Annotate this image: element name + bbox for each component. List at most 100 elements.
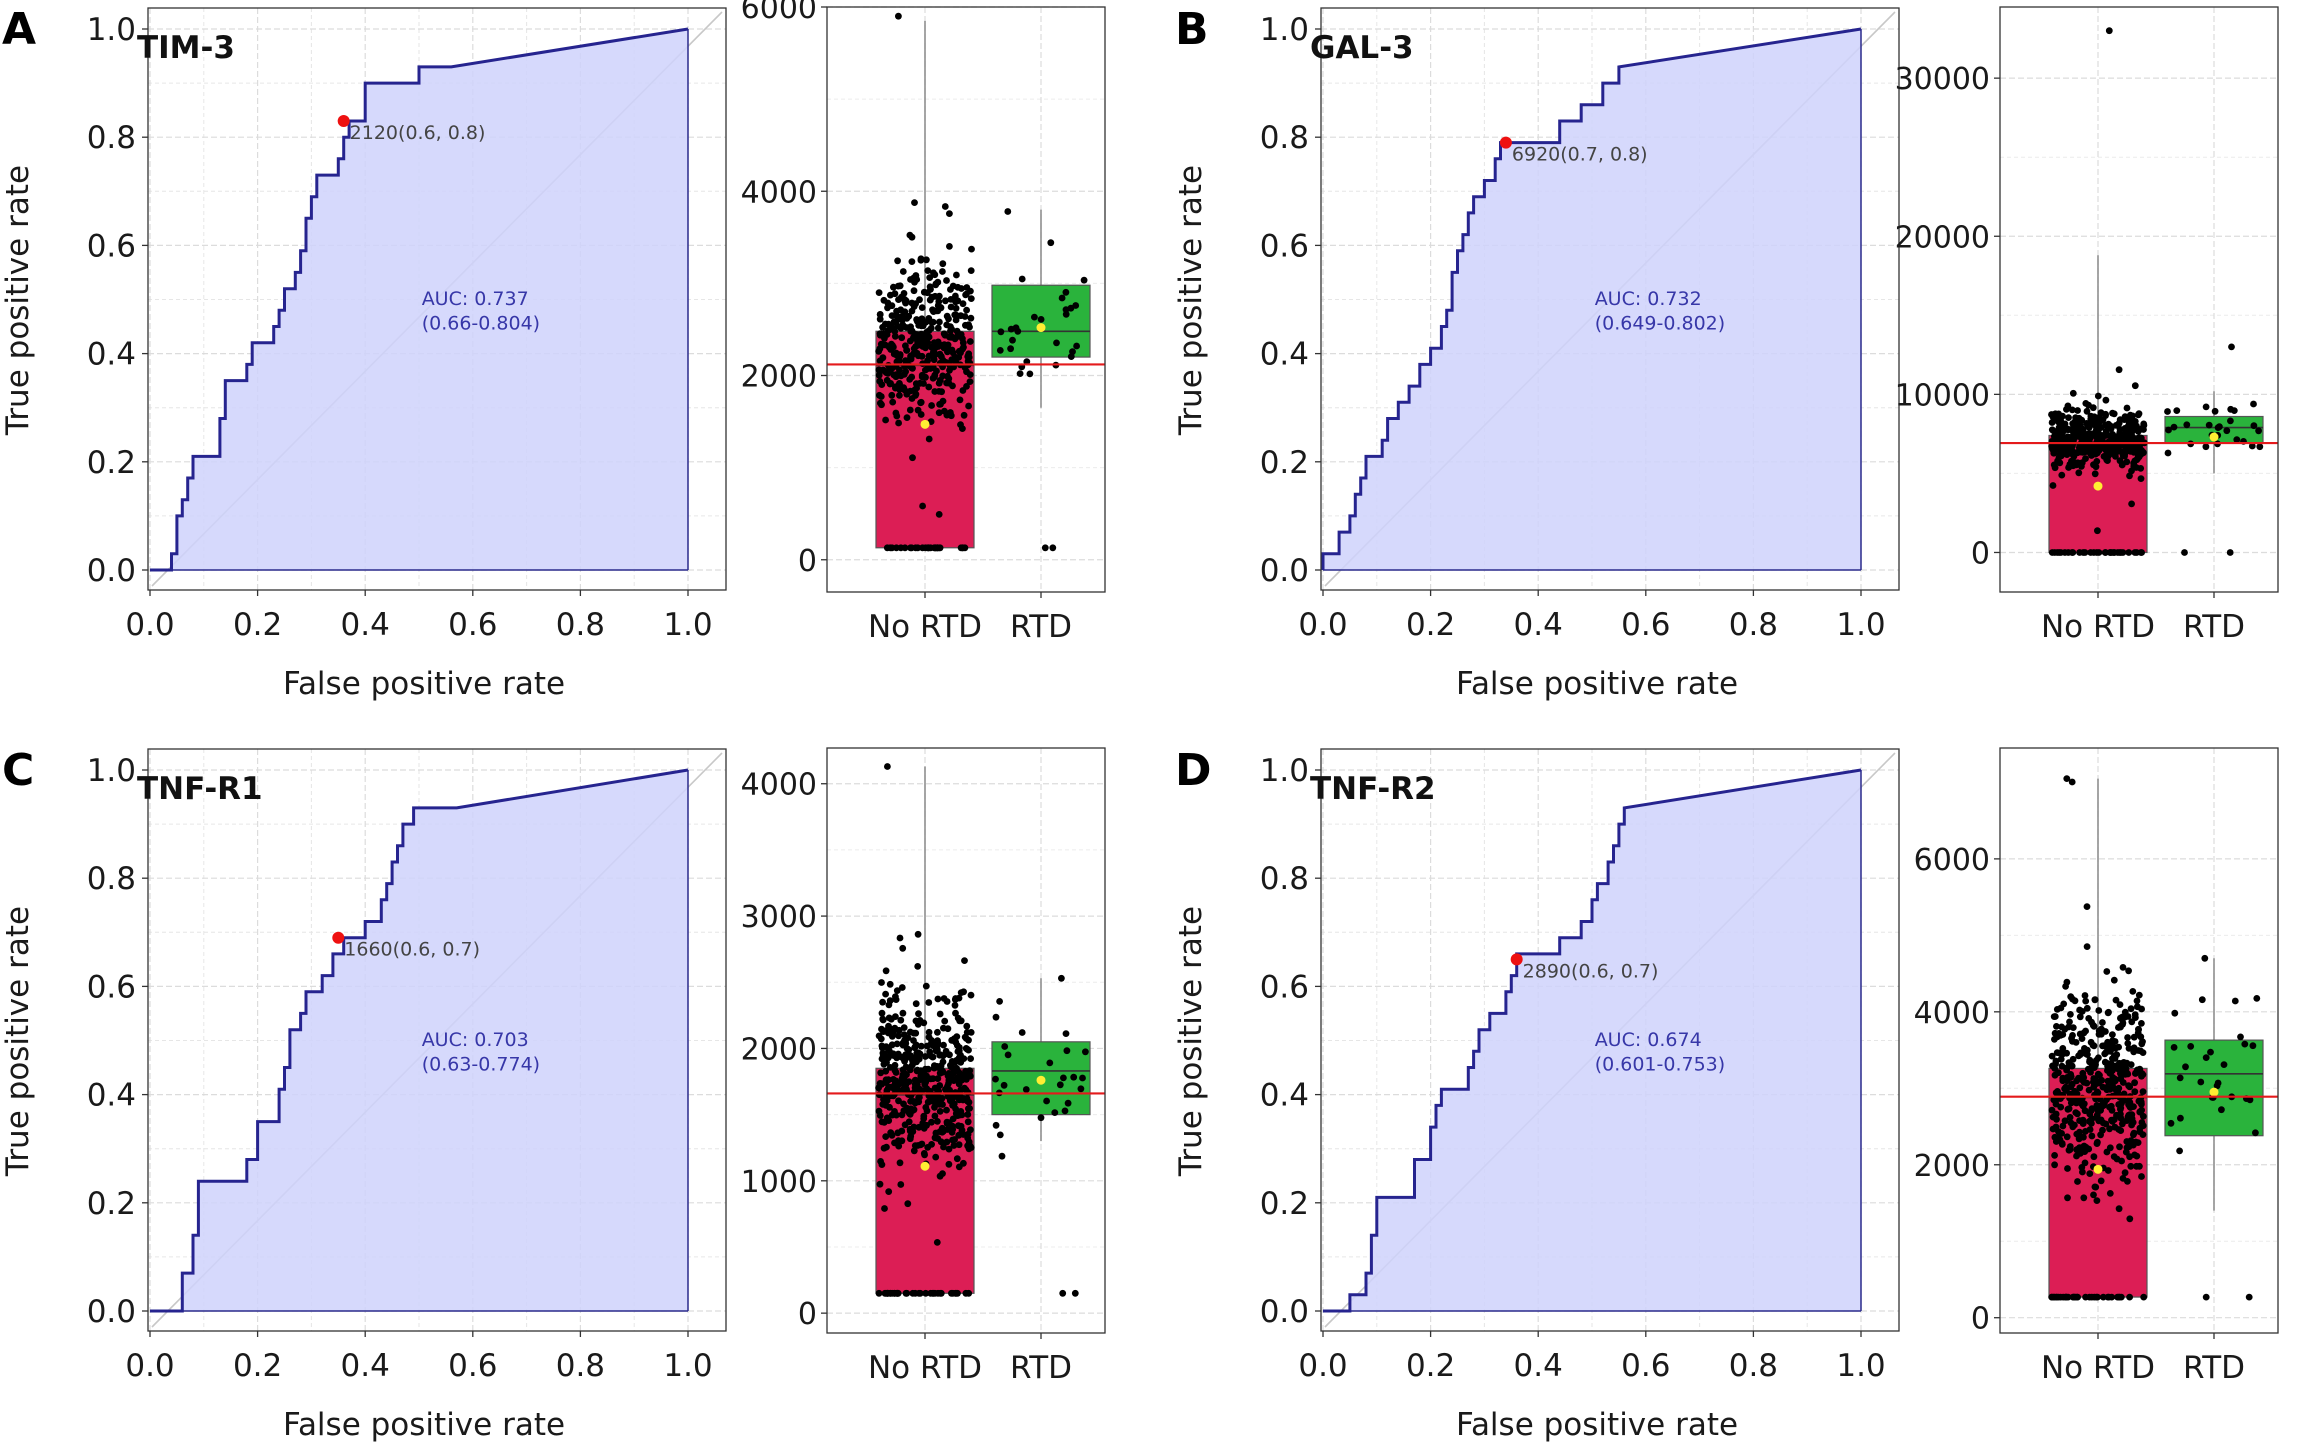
roc-y-tick-label: 0.8 xyxy=(1260,861,1309,897)
roc-y-tick-label: 1.0 xyxy=(1260,753,1309,789)
data-point xyxy=(899,1009,907,1017)
data-point xyxy=(887,1129,895,1136)
data-point xyxy=(2061,1293,2069,1301)
box-mean xyxy=(2093,1164,2103,1174)
data-point xyxy=(939,1058,947,1066)
data-point xyxy=(967,267,975,274)
roc-y-tick-label: 0.0 xyxy=(1260,1294,1309,1330)
data-point xyxy=(885,320,892,328)
data-point xyxy=(2068,778,2076,786)
data-point xyxy=(2138,1119,2146,1126)
data-point xyxy=(959,300,967,308)
data-point xyxy=(2053,1023,2060,1030)
data-point xyxy=(2119,1120,2126,1128)
data-point xyxy=(962,1289,970,1297)
data-point xyxy=(2093,1293,2100,1301)
data-point xyxy=(2137,425,2145,433)
data-point xyxy=(2228,343,2235,351)
data-point xyxy=(953,1066,960,1074)
data-point xyxy=(2245,1293,2253,1301)
data-point xyxy=(875,347,883,355)
data-point xyxy=(2140,420,2148,428)
data-point xyxy=(1037,316,1045,323)
data-point xyxy=(942,1047,950,1055)
data-point xyxy=(933,544,941,552)
data-point xyxy=(910,287,918,295)
data-point xyxy=(965,1138,973,1146)
data-point xyxy=(2094,1107,2102,1115)
roc-plot: 6920(0.7, 0.8) AUC: 0.732(0.649-0.802) 0.0… xyxy=(1173,7,1900,702)
data-point xyxy=(2095,1007,2103,1014)
data-point xyxy=(889,1050,897,1058)
data-point xyxy=(2067,1011,2074,1018)
data-point xyxy=(967,991,975,999)
data-point xyxy=(2064,402,2072,410)
data-point xyxy=(931,292,939,300)
data-point xyxy=(1047,239,1055,247)
data-point xyxy=(2094,392,2102,400)
data-point xyxy=(958,285,965,292)
data-point xyxy=(2117,1075,2125,1083)
data-point xyxy=(952,316,960,324)
data-point xyxy=(1070,1073,1078,1081)
data-point xyxy=(2105,27,2113,35)
data-point xyxy=(2124,1034,2131,1041)
data-point xyxy=(963,290,970,298)
data-point xyxy=(2094,1089,2101,1096)
data-point xyxy=(882,967,890,975)
data-point xyxy=(2083,903,2091,910)
data-point xyxy=(2113,436,2121,444)
data-point xyxy=(901,544,909,552)
data-point xyxy=(920,1019,928,1027)
data-point xyxy=(2055,1030,2063,1037)
data-point xyxy=(888,340,895,348)
data-point xyxy=(2067,993,2075,1001)
panel-letter: A xyxy=(2,4,36,55)
marker-title: TIM-3 xyxy=(137,30,235,66)
data-point xyxy=(2093,1197,2101,1204)
data-point xyxy=(2109,1117,2116,1125)
data-point xyxy=(901,308,909,316)
data-point xyxy=(926,296,934,304)
data-point xyxy=(2048,426,2056,434)
roc-x-tick-label: 0.2 xyxy=(233,607,282,643)
data-point xyxy=(2099,1019,2106,1026)
data-point xyxy=(888,391,896,399)
data-point xyxy=(2120,1059,2128,1066)
data-point xyxy=(875,289,883,296)
roc-y-tick-label: 1.0 xyxy=(87,12,136,48)
data-point xyxy=(2250,400,2257,408)
data-point xyxy=(2072,1293,2079,1301)
data-point xyxy=(992,1013,1000,1021)
data-point xyxy=(896,392,903,399)
data-point xyxy=(2088,1018,2095,1026)
data-point xyxy=(2197,1078,2205,1086)
data-point xyxy=(2058,1023,2065,1031)
data-point xyxy=(2083,1004,2091,1012)
data-point xyxy=(2048,419,2056,426)
data-point xyxy=(2094,1138,2101,1146)
data-point xyxy=(936,1010,944,1018)
data-point xyxy=(894,282,902,290)
data-point xyxy=(2125,419,2133,427)
data-point xyxy=(2131,1088,2139,1096)
data-point xyxy=(960,988,967,996)
data-point xyxy=(957,1058,965,1066)
data-point xyxy=(2074,1146,2081,1153)
data-point xyxy=(2121,443,2129,451)
data-point xyxy=(912,1029,920,1037)
data-point xyxy=(2074,407,2081,414)
data-point xyxy=(877,1158,884,1165)
box-y-tick-label: 2000 xyxy=(741,1032,817,1067)
data-point xyxy=(951,1058,959,1066)
data-point xyxy=(941,203,949,210)
data-point xyxy=(943,1138,951,1146)
data-point xyxy=(1049,544,1057,552)
data-point xyxy=(2202,1293,2210,1301)
roc-x-tick-label: 0.8 xyxy=(1729,1348,1778,1384)
data-point xyxy=(931,1112,939,1120)
data-point xyxy=(940,1041,947,1049)
data-point xyxy=(960,1095,967,1102)
data-point xyxy=(929,306,936,314)
data-point xyxy=(2070,452,2078,460)
